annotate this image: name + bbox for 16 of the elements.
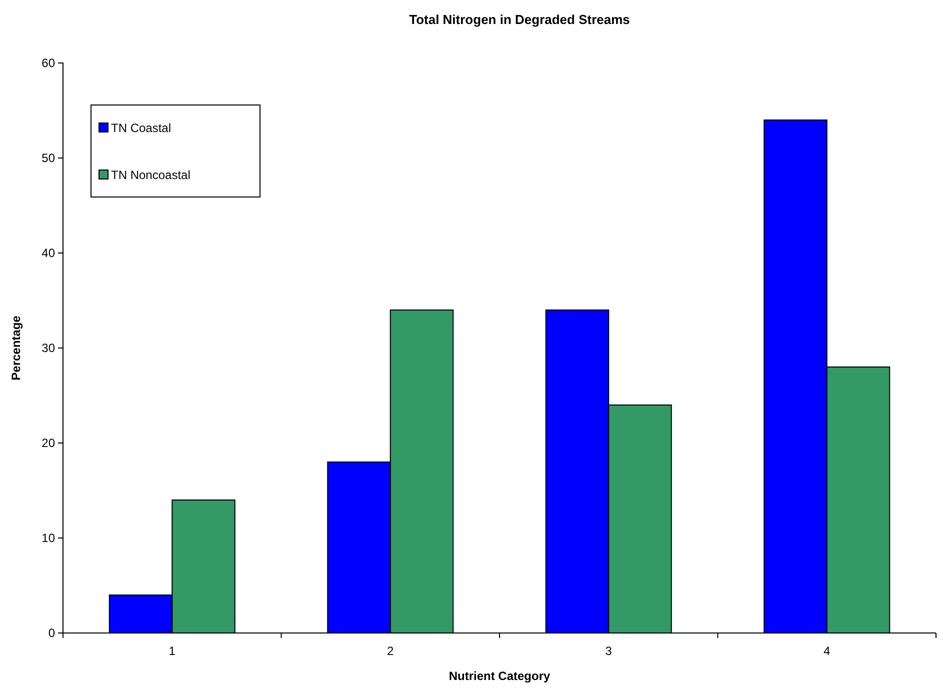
y-axis-title: Percentage <box>9 315 23 380</box>
x-tick-label: 1 <box>168 644 176 658</box>
x-axis-title: Nutrient Category <box>448 669 550 683</box>
legend-label: TN Coastal <box>111 121 172 135</box>
y-tick-label: 50 <box>42 150 56 165</box>
y-tick-label: 60 <box>42 56 56 70</box>
x-tick-label: 2 <box>387 644 394 658</box>
legend-label: TN Noncoastal <box>111 168 190 182</box>
y-tick-label: 20 <box>42 436 56 450</box>
x-tick-label: 4 <box>824 644 831 658</box>
x-tick-label: 3 <box>605 644 612 658</box>
y-tick-label: 30 <box>42 340 56 355</box>
y-tick-label: 10 <box>42 530 56 545</box>
y-tick-label: 40 <box>42 246 56 260</box>
chart-title: Total Nitrogen in Degraded Streams <box>409 12 630 27</box>
y-tick-label: 0 <box>48 626 56 640</box>
